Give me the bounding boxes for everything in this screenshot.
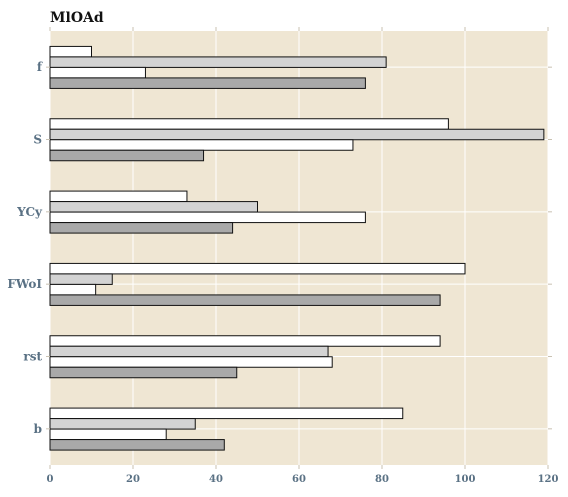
chart-title: MlOAd [50, 10, 104, 26]
bar-2 [49, 128, 545, 141]
x-tick-label: 40 [209, 474, 223, 485]
bar-3 [49, 428, 167, 441]
bar-1 [49, 118, 449, 130]
x-tick-label: 20 [126, 474, 140, 485]
bar-4 [49, 222, 234, 234]
bar-1 [49, 45, 92, 58]
bar-2 [49, 273, 113, 285]
x-tick-label: 100 [455, 474, 476, 485]
bar-3 [49, 139, 354, 151]
bar-2 [49, 201, 258, 213]
x-tick-label: 60 [292, 474, 306, 485]
bar-3 [49, 66, 146, 79]
y-tick-label: rst [23, 350, 42, 364]
y-tick-label: YCy [16, 205, 43, 219]
bar-2 [49, 345, 329, 358]
bar-2 [49, 418, 196, 430]
x-tick-label: 80 [375, 474, 389, 485]
y-tick-label: S [33, 133, 42, 147]
y-tick-label: b [34, 422, 42, 436]
bar-4 [49, 366, 238, 379]
bar-3 [49, 211, 366, 224]
bar-4 [49, 294, 441, 306]
bars [49, 45, 545, 451]
x-tick-label: 0 [47, 474, 54, 485]
y-tick-label: f [37, 60, 43, 74]
bar-3 [49, 356, 333, 368]
axis-ticks: 0 20 40 60 80 100 120 f S YCy FWoI rst b [7, 27, 558, 485]
bar-4 [49, 77, 366, 89]
bar-4 [49, 149, 205, 162]
bar-3 [49, 283, 97, 296]
bar-1 [49, 190, 188, 203]
bar-4 [49, 439, 225, 451]
bar-1 [49, 335, 441, 347]
x-tick-label: 120 [538, 474, 559, 485]
bar-1 [49, 407, 404, 420]
y-tick-label: FWoI [7, 277, 42, 291]
bar-2 [49, 56, 387, 68]
bar-1 [49, 262, 466, 275]
